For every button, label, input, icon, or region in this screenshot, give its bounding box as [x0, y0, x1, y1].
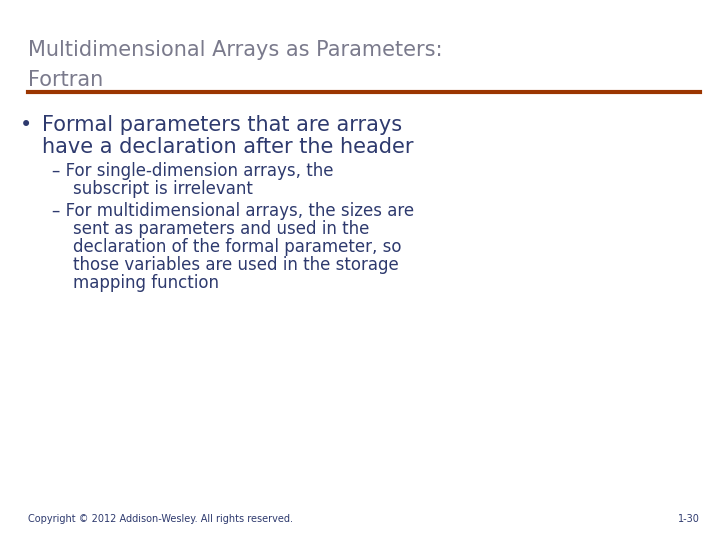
Text: Copyright © 2012 Addison-Wesley. All rights reserved.: Copyright © 2012 Addison-Wesley. All rig…	[28, 514, 293, 524]
Text: declaration of the formal parameter, so: declaration of the formal parameter, so	[52, 238, 402, 256]
Text: – For single-dimension arrays, the: – For single-dimension arrays, the	[52, 162, 333, 180]
Text: Formal parameters that are arrays: Formal parameters that are arrays	[42, 115, 402, 135]
Text: subscript is irrelevant: subscript is irrelevant	[52, 180, 253, 198]
Text: Multidimensional Arrays as Parameters:: Multidimensional Arrays as Parameters:	[28, 40, 443, 60]
Text: sent as parameters and used in the: sent as parameters and used in the	[52, 220, 369, 238]
Text: Fortran: Fortran	[28, 70, 103, 90]
Text: mapping function: mapping function	[52, 274, 219, 292]
Text: •: •	[20, 115, 32, 135]
Text: have a declaration after the header: have a declaration after the header	[42, 137, 413, 157]
Text: those variables are used in the storage: those variables are used in the storage	[52, 256, 399, 274]
Text: – For multidimensional arrays, the sizes are: – For multidimensional arrays, the sizes…	[52, 202, 414, 220]
Text: 1-30: 1-30	[678, 514, 700, 524]
